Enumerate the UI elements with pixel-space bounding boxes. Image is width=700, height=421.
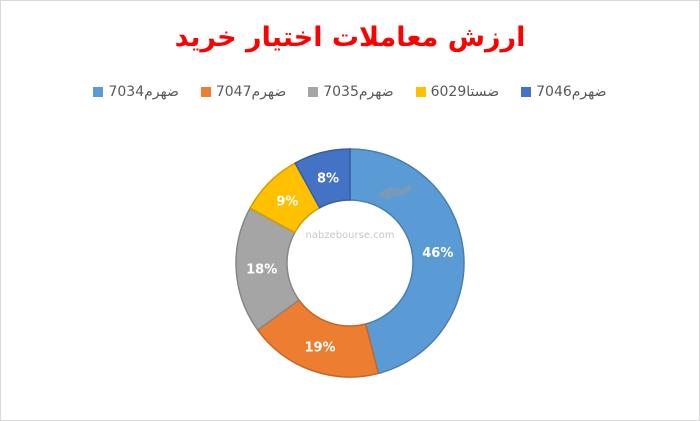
legend-label: ضهرم7047 bbox=[215, 84, 287, 100]
watermark: nabzebourse.com bbox=[305, 184, 412, 241]
legend-item: ضستا6029 bbox=[415, 84, 500, 100]
legend-label: ضهرم7046 bbox=[536, 84, 607, 100]
legend-label: ضهرم7035 bbox=[323, 84, 394, 100]
data-label: 19% bbox=[304, 340, 335, 355]
data-label: 46% bbox=[422, 246, 453, 261]
bull-logo-icon bbox=[377, 184, 412, 200]
legend-swatch bbox=[521, 87, 532, 97]
donut-labels: 46% 19% 18% 9% 8% bbox=[246, 171, 453, 355]
chart-legend: ضهرم7034 ضهرم7047 ضهرم7035 ضستا6029 ضهرم… bbox=[0, 84, 700, 100]
watermark-text: nabzebourse.com bbox=[305, 230, 394, 241]
legend-swatch bbox=[308, 87, 319, 97]
legend-swatch bbox=[200, 87, 211, 97]
legend-item: ضهرم7046 bbox=[521, 84, 607, 100]
chart-title: ارزش معاملات اختیار خرید bbox=[174, 22, 526, 53]
donut-slices bbox=[235, 148, 465, 378]
legend-swatch bbox=[93, 87, 104, 97]
legend-item: ضهرم7035 bbox=[308, 84, 394, 100]
donut-slice bbox=[294, 148, 351, 209]
legend-item: ضهرم7047 bbox=[200, 84, 287, 100]
legend-swatch bbox=[415, 87, 426, 97]
data-label: 9% bbox=[276, 194, 298, 209]
legend-label: ضهرم7034 bbox=[108, 84, 179, 100]
legend-item: ضهرم7034 bbox=[93, 84, 179, 100]
donut-slice bbox=[349, 148, 465, 375]
data-label: 8% bbox=[317, 171, 339, 186]
data-label: 18% bbox=[246, 263, 277, 278]
legend-label: ضستا6029 bbox=[430, 84, 500, 100]
